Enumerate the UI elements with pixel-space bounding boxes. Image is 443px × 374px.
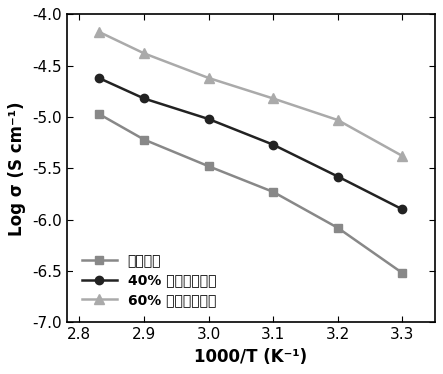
Legend: 共聚主链, 40% 硼酸侧链键接, 60% 硼酸侧链键接: 共聚主链, 40% 硼酸侧链键接, 60% 硼酸侧链键接 (74, 245, 225, 315)
Line: 共聚主链: 共聚主链 (95, 110, 407, 277)
共聚主链 (271, 190, 276, 194)
40% 硼酸侧链键接 (271, 142, 276, 147)
60% 硼酸侧链键接 (141, 51, 147, 56)
X-axis label: 1000/T (K⁻¹): 1000/T (K⁻¹) (194, 348, 307, 366)
共聚主链 (400, 271, 405, 275)
40% 硼酸侧链键接 (400, 207, 405, 212)
共聚主链 (335, 226, 340, 230)
40% 硼酸侧链键接 (335, 174, 340, 179)
60% 硼酸侧链键接 (96, 30, 101, 34)
60% 硼酸侧链键接 (335, 118, 340, 122)
Line: 40% 硼酸侧链键接: 40% 硼酸侧链键接 (95, 74, 407, 214)
60% 硼酸侧链键接 (400, 154, 405, 158)
Line: 60% 硼酸侧链键接: 60% 硼酸侧链键接 (94, 27, 407, 161)
Y-axis label: Log σ (S cm⁻¹): Log σ (S cm⁻¹) (8, 101, 26, 236)
40% 硼酸侧链键接 (96, 76, 101, 80)
40% 硼酸侧链键接 (141, 96, 147, 101)
60% 硼酸侧链键接 (206, 76, 211, 80)
40% 硼酸侧链键接 (206, 117, 211, 121)
共聚主链 (141, 137, 147, 142)
60% 硼酸侧链键接 (271, 96, 276, 101)
共聚主链 (96, 112, 101, 116)
共聚主链 (206, 164, 211, 168)
